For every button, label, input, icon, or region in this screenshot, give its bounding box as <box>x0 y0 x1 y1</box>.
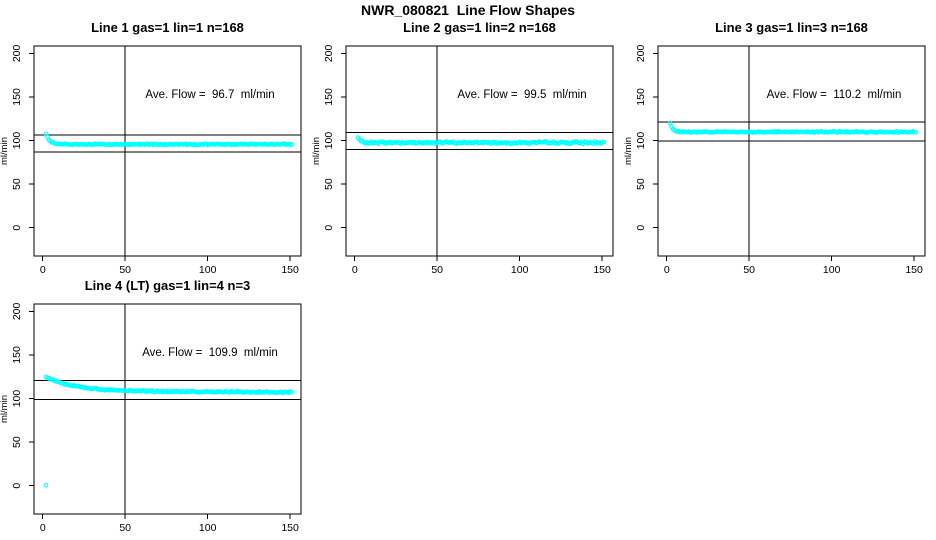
data-point <box>913 129 919 135</box>
x-tick-label: 150 <box>281 264 299 276</box>
x-tick-label: 100 <box>823 264 841 276</box>
panel-line-1: Line 1 gas=1 lin=1 n=168 0 50 100 150 0 50 100 1… <box>0 18 312 282</box>
y-tick-label: 50 <box>323 178 335 190</box>
x-tick-label: 50 <box>431 264 443 276</box>
panel-title: Line 4 (LT) gas=1 lin=4 n=3 <box>85 278 251 293</box>
y-tick-label: 150 <box>11 346 23 364</box>
y-tick-label: 100 <box>323 132 335 150</box>
panel-title: Line 1 gas=1 lin=1 n=168 <box>91 20 244 35</box>
panel-title: Line 3 gas=1 lin=3 n=168 <box>715 20 868 35</box>
y-axis-label: ml/min <box>0 137 10 165</box>
x-tick-label: 150 <box>905 264 923 276</box>
outlier-point <box>43 482 49 488</box>
ave-flow-annotation: Ave. Flow = 109.9 ml/min <box>142 347 278 359</box>
y-tick-label: 50 <box>635 178 647 190</box>
ave-flow-annotation: Ave. Flow = 96.7 ml/min <box>145 89 274 101</box>
y-tick-label: 50 <box>11 436 23 448</box>
y-tick-label: 50 <box>11 178 23 190</box>
x-tick-label: 50 <box>119 264 131 276</box>
x-tick-label: 0 <box>40 522 46 534</box>
panel-line-3: Line 3 gas=1 lin=3 n=168 0 50 100 150 0 50 100 1… <box>624 18 936 282</box>
ave-flow-annotation: Ave. Flow = 99.5 ml/min <box>457 89 586 101</box>
x-tick-label: 150 <box>281 522 299 534</box>
panel-title: Line 2 gas=1 lin=2 n=168 <box>403 20 556 35</box>
x-tick-label: 50 <box>743 264 755 276</box>
y-tick-label: 150 <box>635 88 647 106</box>
x-tick-label: 100 <box>511 264 529 276</box>
panel-line-2-canvas: Line 2 gas=1 lin=2 n=168 0 50 100 150 0 50 100 1… <box>312 20 614 276</box>
x-tick-label: 0 <box>40 264 46 276</box>
y-tick-label: 0 <box>635 225 647 231</box>
data-point <box>601 139 607 145</box>
y-tick-label: 200 <box>11 302 23 320</box>
plot-box <box>33 45 302 257</box>
panel-line-2: Line 2 gas=1 lin=2 n=168 0 50 100 150 0 50 100 1… <box>312 18 624 282</box>
y-axis-label: ml/min <box>624 137 634 165</box>
x-tick-label: 100 <box>199 264 217 276</box>
y-tick-label: 0 <box>323 225 335 231</box>
y-axis-label: ml/min <box>312 137 322 165</box>
panel-line-3-canvas: Line 3 gas=1 lin=3 n=168 0 50 100 150 0 50 100 1… <box>624 20 926 276</box>
y-tick-label: 150 <box>11 88 23 106</box>
y-tick-label: 200 <box>323 44 335 62</box>
y-tick-label: 200 <box>635 44 647 62</box>
data-point <box>289 142 295 147</box>
y-tick-label: 0 <box>11 225 23 231</box>
plot-box <box>657 45 926 257</box>
y-tick-label: 0 <box>11 483 23 489</box>
y-tick-label: 100 <box>11 132 23 150</box>
x-tick-label: 0 <box>664 264 670 276</box>
ave-flow-annotation: Ave. Flow = 110.2 ml/min <box>767 89 902 101</box>
x-tick-label: 0 <box>352 264 358 276</box>
data-point <box>289 389 295 395</box>
x-tick-label: 100 <box>199 522 217 534</box>
x-tick-label: 150 <box>593 264 611 276</box>
panel-line-4-canvas: Line 4 (LT) gas=1 lin=4 n=3 0 50 100 150 0 50 1… <box>0 278 302 534</box>
y-tick-label: 100 <box>11 390 23 408</box>
plot-box <box>33 303 302 515</box>
x-tick-label: 50 <box>119 522 131 534</box>
panel-line-4: Line 4 (LT) gas=1 lin=4 n=3 0 50 100 150 0 50 1… <box>0 276 312 540</box>
plot-box <box>345 45 614 257</box>
y-tick-label: 100 <box>635 132 647 150</box>
y-axis-label: ml/min <box>0 395 10 423</box>
y-tick-label: 200 <box>11 44 23 62</box>
y-tick-label: 150 <box>323 88 335 106</box>
figure-title: NWR_080821 Line Flow Shapes <box>361 2 575 18</box>
panel-line-1-canvas: Line 1 gas=1 lin=1 n=168 0 50 100 150 0 50 100 1… <box>0 20 302 276</box>
